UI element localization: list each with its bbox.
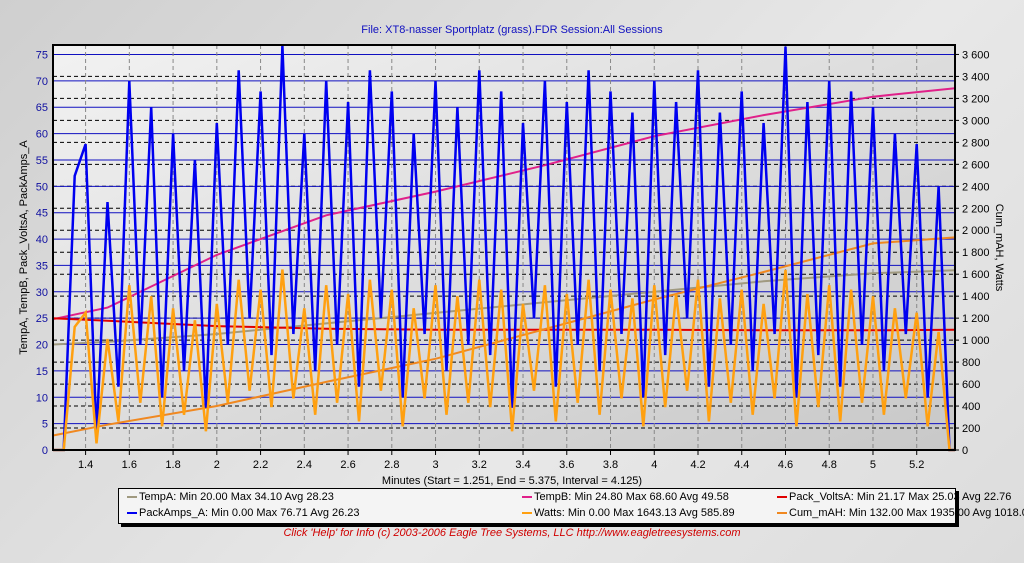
legend: TempA: Min 20.00 Max 34.10 Avg 28.23 Temp… xyxy=(118,488,1024,524)
x-tick-label: 3.4 xyxy=(515,459,530,471)
legend-text: TempA: Min 20.00 Max 34.10 Avg 28.23 xyxy=(139,491,334,503)
legend-swatch xyxy=(777,496,787,499)
legend-item-tempa: TempA: Min 20.00 Max 34.10 Avg 28.23 xyxy=(127,491,334,503)
y-left-tick-label: 70 xyxy=(36,76,48,88)
y-left-tick-label: 15 xyxy=(36,366,48,378)
y-right-tick-label: 1 400 xyxy=(962,291,990,303)
y-right-tick-label: 1 800 xyxy=(962,247,990,259)
y-left-tick-label: 75 xyxy=(36,49,48,61)
x-tick-label: 2.8 xyxy=(384,459,399,471)
y-right-tick-label: 3 200 xyxy=(962,93,990,105)
y-left-axis-label: TempA, TempB, Pack_VoltsA, PackAmps_A xyxy=(18,140,30,355)
y-left-tick-label: 35 xyxy=(36,260,48,272)
y-left-tick-label: 20 xyxy=(36,340,48,352)
x-tick-label: 1.8 xyxy=(165,459,180,471)
x-tick-label: 2 xyxy=(214,459,220,471)
y-right-tick-label: 1 000 xyxy=(962,335,990,347)
legend-swatch xyxy=(522,496,532,499)
y-right-tick-label: 2 800 xyxy=(962,137,990,149)
x-tick-label: 5.2 xyxy=(909,459,924,471)
y-right-axis-label: Cum_mAH, Watts xyxy=(993,204,1005,292)
y-right-tick-label: 2 400 xyxy=(962,181,990,193)
y-right-tick-label: 400 xyxy=(962,401,980,413)
y-right-tick-label: 2 000 xyxy=(962,225,990,237)
legend-text: Cum_mAH: Min 132.00 Max 1935.00 Avg 1018… xyxy=(789,507,1024,519)
x-tick-label: 3.6 xyxy=(559,459,574,471)
y-left-tick-label: 55 xyxy=(36,155,48,167)
y-right-tick-label: 3 400 xyxy=(962,71,990,83)
x-tick-label: 3 xyxy=(432,459,438,471)
y-left-tick-label: 65 xyxy=(36,102,48,114)
series-line-tempb xyxy=(52,87,956,321)
y-left-tick-label: 0 xyxy=(42,445,48,457)
legend-item-packamps_a: PackAmps_A: Min 0.00 Max 76.71 Avg 26.23 xyxy=(127,507,360,519)
x-tick-label: 3.2 xyxy=(472,459,487,471)
legend-swatch xyxy=(777,512,787,515)
legend-text: TempB: Min 24.80 Max 68.60 Avg 49.58 xyxy=(534,491,729,503)
y-right-tick-label: 0 xyxy=(962,445,968,457)
y-left-tick-label: 30 xyxy=(36,287,48,299)
y-right-tick-label: 2 600 xyxy=(962,159,990,171)
x-tick-label: 4.4 xyxy=(734,459,749,471)
legend-text: Pack_VoltsA: Min 21.17 Max 25.03 Avg 22.… xyxy=(789,491,1012,503)
x-axis-label: Minutes (Start = 1.251, End = 5.375, Int… xyxy=(381,475,643,487)
x-tick-label: 1.4 xyxy=(78,459,93,471)
x-tick-label: 2.4 xyxy=(297,459,312,471)
legend-swatch xyxy=(522,512,532,515)
legend-item-pack_voltsa: Pack_VoltsA: Min 21.17 Max 25.03 Avg 22.… xyxy=(777,491,1011,503)
x-tick-label: 4 xyxy=(651,459,657,471)
x-tick-label: 5 xyxy=(870,459,876,471)
x-tick-label: 3.8 xyxy=(603,459,618,471)
y-right-tick-label: 800 xyxy=(962,357,980,369)
series-line-watts xyxy=(53,269,955,452)
series-line-tempa xyxy=(52,269,956,346)
plot-area xyxy=(53,45,955,450)
y-left-tick-label: 50 xyxy=(36,181,48,193)
x-tick-label: 4.2 xyxy=(690,459,705,471)
x-tick-label: 4.8 xyxy=(822,459,837,471)
y-right-tick-label: 2 200 xyxy=(962,203,990,215)
footer-text: Click 'Help' for Info (c) 2003-2006 Eagl… xyxy=(283,527,741,539)
y-left-tick-label: 25 xyxy=(36,313,48,325)
x-tick-label: 2.2 xyxy=(253,459,268,471)
legend-swatch xyxy=(127,496,137,499)
y-right-tick-label: 1 200 xyxy=(962,313,990,325)
legend-item-cum_mah: Cum_mAH: Min 132.00 Max 1935.00 Avg 1018… xyxy=(777,507,1024,519)
legend-swatch xyxy=(127,512,137,515)
legend-item-tempb: TempB: Min 24.80 Max 68.60 Avg 49.58 xyxy=(522,491,729,503)
legend-text: PackAmps_A: Min 0.00 Max 76.71 Avg 26.23 xyxy=(139,507,360,519)
y-left-tick-label: 40 xyxy=(36,234,48,246)
x-tick-label: 4.6 xyxy=(778,459,793,471)
y-right-tick-label: 3 600 xyxy=(962,49,990,61)
y-left-tick-label: 5 xyxy=(42,419,48,431)
plot-border xyxy=(52,44,956,451)
legend-text: Watts: Min 0.00 Max 1643.13 Avg 585.89 xyxy=(534,507,735,519)
y-left-tick-label: 45 xyxy=(36,208,48,220)
y-left-tick-label: 10 xyxy=(36,392,48,404)
y-right-tick-label: 600 xyxy=(962,379,980,391)
x-tick-label: 2.6 xyxy=(340,459,355,471)
y-right-tick-label: 200 xyxy=(962,423,980,435)
y-right-tick-label: 3 000 xyxy=(962,115,990,127)
x-tick-label: 1.6 xyxy=(122,459,137,471)
y-left-tick-label: 60 xyxy=(36,129,48,141)
chart-title: File: XT8-nasser Sportplatz (grass).FDR … xyxy=(361,24,663,36)
series-line-packamps_a xyxy=(53,45,955,452)
legend-item-watts: Watts: Min 0.00 Max 1643.13 Avg 585.89 xyxy=(522,507,735,519)
y-right-tick-label: 1 600 xyxy=(962,269,990,281)
